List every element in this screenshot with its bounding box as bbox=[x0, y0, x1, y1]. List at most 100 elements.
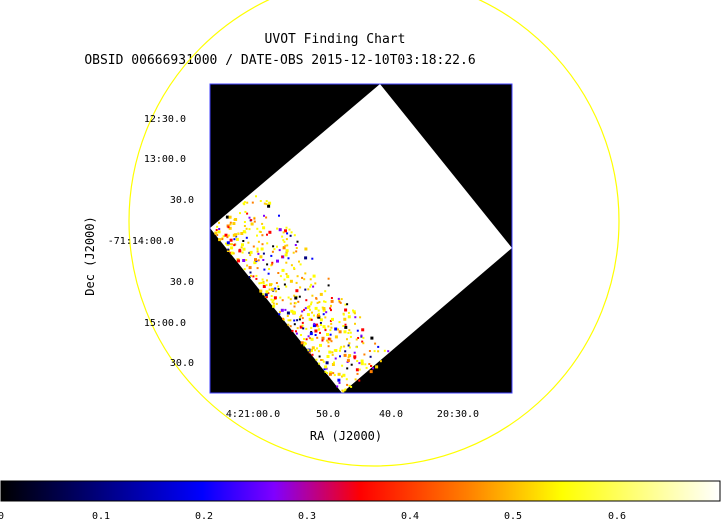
speckle bbox=[344, 325, 348, 329]
speckle bbox=[338, 330, 342, 334]
ra-tick: 20:30.0 bbox=[437, 409, 479, 420]
speckle bbox=[325, 311, 328, 314]
y-axis-title: Dec (J2000) bbox=[83, 216, 97, 295]
speckle bbox=[344, 303, 347, 306]
speckle bbox=[309, 308, 311, 311]
speckle bbox=[240, 246, 243, 249]
speckle bbox=[258, 282, 261, 285]
speckle bbox=[309, 332, 313, 336]
speckle bbox=[308, 351, 311, 354]
speckle bbox=[267, 204, 271, 208]
speckle bbox=[293, 319, 296, 322]
speckle bbox=[306, 313, 310, 317]
speckle bbox=[369, 355, 372, 358]
speckle bbox=[300, 314, 303, 317]
speckle bbox=[242, 259, 246, 262]
speckle bbox=[300, 334, 302, 336]
speckle bbox=[251, 201, 254, 204]
speckle bbox=[318, 362, 321, 365]
speckle bbox=[314, 306, 318, 310]
speckle bbox=[267, 272, 270, 275]
speckle bbox=[296, 319, 299, 322]
speckle bbox=[232, 233, 236, 237]
speckle bbox=[309, 285, 312, 288]
speckle bbox=[262, 282, 265, 285]
speckle bbox=[344, 323, 347, 326]
speckle bbox=[356, 329, 359, 332]
speckle bbox=[311, 257, 314, 260]
speckle bbox=[279, 275, 282, 278]
speckle bbox=[287, 257, 290, 260]
speckle bbox=[284, 244, 287, 247]
speckle bbox=[298, 318, 301, 321]
speckle bbox=[276, 227, 279, 230]
speckle bbox=[279, 296, 282, 299]
speckle bbox=[228, 226, 232, 230]
speckle bbox=[299, 286, 302, 289]
speckle bbox=[346, 303, 349, 306]
speckle bbox=[318, 355, 321, 358]
speckle bbox=[357, 337, 360, 339]
fov-circle bbox=[128, 0, 620, 467]
speckle bbox=[311, 311, 313, 314]
speckle bbox=[354, 322, 356, 325]
speckle bbox=[314, 282, 317, 285]
speckle bbox=[295, 330, 297, 333]
speckle bbox=[226, 243, 230, 246]
speckle bbox=[362, 342, 365, 345]
speckle bbox=[242, 247, 246, 251]
speckle bbox=[352, 310, 356, 314]
speckle bbox=[225, 242, 227, 245]
speckle bbox=[328, 372, 332, 376]
speckle bbox=[230, 251, 234, 255]
speckle bbox=[225, 215, 229, 219]
speckle bbox=[271, 261, 274, 264]
speckle bbox=[275, 302, 278, 305]
colorbar-tick: 0.6 bbox=[608, 511, 626, 521]
speckle bbox=[244, 231, 247, 234]
speckle bbox=[248, 228, 251, 231]
speckle bbox=[253, 261, 257, 265]
speckle bbox=[306, 305, 310, 309]
speckle bbox=[272, 304, 276, 308]
speckle bbox=[353, 312, 356, 315]
speckle bbox=[293, 266, 295, 269]
speckle bbox=[284, 229, 287, 233]
speckle bbox=[327, 284, 330, 287]
speckle bbox=[345, 378, 348, 381]
speckle bbox=[222, 235, 225, 238]
speckle bbox=[300, 341, 304, 345]
speckle bbox=[319, 318, 323, 322]
speckle bbox=[361, 328, 365, 332]
speckle bbox=[379, 360, 382, 363]
speckle bbox=[322, 360, 325, 363]
colorbar-tick-labels: 0 0.1 0.2 0.3 0.4 0.5 0.6 bbox=[0, 511, 626, 521]
speckle bbox=[347, 344, 350, 347]
speckle bbox=[370, 365, 372, 367]
speckle bbox=[319, 292, 323, 296]
speckle bbox=[343, 317, 347, 321]
speckle bbox=[331, 353, 334, 356]
speckle bbox=[250, 219, 253, 222]
speckle bbox=[315, 323, 319, 327]
speckle bbox=[338, 300, 341, 303]
speckle bbox=[242, 240, 245, 242]
speckle bbox=[358, 379, 361, 382]
speckle bbox=[316, 301, 319, 304]
speckle bbox=[329, 371, 333, 375]
speckle bbox=[270, 298, 273, 301]
speckle bbox=[293, 323, 296, 326]
speckle bbox=[298, 260, 300, 263]
speckle bbox=[276, 259, 279, 263]
speckle bbox=[265, 216, 268, 219]
speckle bbox=[285, 249, 289, 253]
speckle bbox=[261, 234, 264, 237]
speckle bbox=[275, 282, 278, 284]
speckle bbox=[284, 308, 287, 311]
speckle bbox=[316, 347, 318, 350]
speckle bbox=[296, 275, 299, 278]
speckle bbox=[346, 383, 349, 386]
speckle bbox=[293, 294, 296, 297]
speckle bbox=[279, 311, 281, 314]
speckle bbox=[319, 343, 322, 347]
